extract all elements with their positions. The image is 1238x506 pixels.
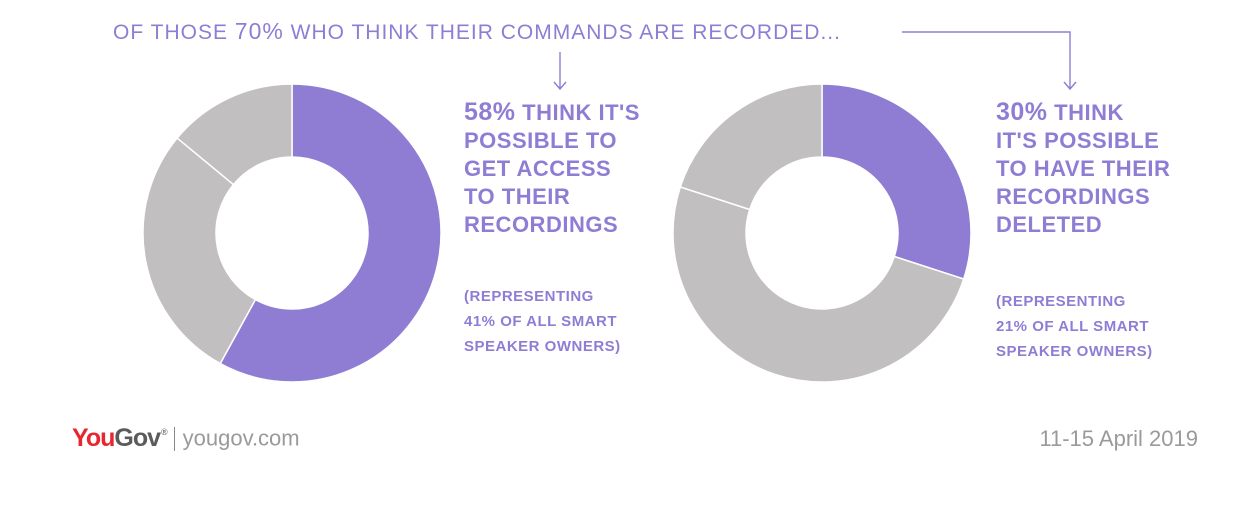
connector-arrow-left [553,52,567,91]
header-percent: 70% [234,18,284,44]
statement-line-4: TO THEIR [464,184,571,209]
statement-line-3: TO HAVE THEIR [996,156,1171,181]
chart-header: OF THOSE 70% WHO THINK THEIR COMMANDS AR… [113,18,841,45]
statement-line-1: 58% THINK IT'S [464,98,640,127]
donut-0-slice-2 [176,83,293,186]
logo-gov: Gov [114,424,161,452]
statement-line-2: IT'S POSSIBLE [996,128,1160,153]
note-deleted: (REPRESENTING 21% OF ALL SMART SPEAKER O… [996,289,1153,364]
statement-line-5: RECORDINGS [464,212,619,237]
statement-line-3: GET ACCESS [464,156,612,181]
statement-text: THINK IT'S [515,100,640,125]
statement-deleted: 30% THINK IT'S POSSIBLE TO HAVE THEIR RE… [996,98,1170,239]
survey-date: 11-15 April 2019 [1039,426,1198,451]
site-link[interactable]: yougov.com [182,425,300,451]
statement-line-2: POSSIBLE TO [464,128,618,153]
donut-0-slice-0 [219,83,442,383]
statement-line-1: 30% THINK [996,98,1170,127]
donut-chart-deleted [672,83,972,383]
footer-brand: YouGov® yougov.com [72,424,300,453]
donut-chart-access [142,83,442,383]
logo-you: You [72,424,115,452]
note-line-2: 41% OF ALL SMART [464,313,618,330]
note-line-1: (REPRESENTING [464,288,594,305]
logo-registered-mark: ® [161,427,168,438]
donut-1-slice-1 [672,186,965,383]
statement-line-4: RECORDINGS [996,184,1151,209]
statement-text: THINK [1047,100,1124,125]
footer-divider [173,426,175,451]
header-prefix: OF THOSE [113,21,235,44]
statement-access: 58% THINK IT'S POSSIBLE TO GET ACCESS TO… [464,98,640,239]
header-suffix: WHO THINK THEIR COMMANDS ARE RECORDED... [283,21,841,44]
note-line-1: (REPRESENTING [996,293,1126,310]
note-line-3: SPEAKER OWNERS) [464,338,621,355]
donut-1-slice-0 [821,83,972,280]
note-line-2: 21% OF ALL SMART [996,318,1150,335]
connector-arrow-right [902,31,1077,91]
statement-line-5: DELETED [996,212,1103,237]
yougov-logo: YouGov® [72,424,168,452]
donut-0-slice-1 [142,136,257,365]
donut-1-slice-2 [679,83,823,211]
note-access: (REPRESENTING 41% OF ALL SMART SPEAKER O… [464,284,621,359]
statement-percent: 58% [464,98,516,126]
statement-percent: 30% [996,98,1048,126]
note-line-3: SPEAKER OWNERS) [996,343,1153,360]
